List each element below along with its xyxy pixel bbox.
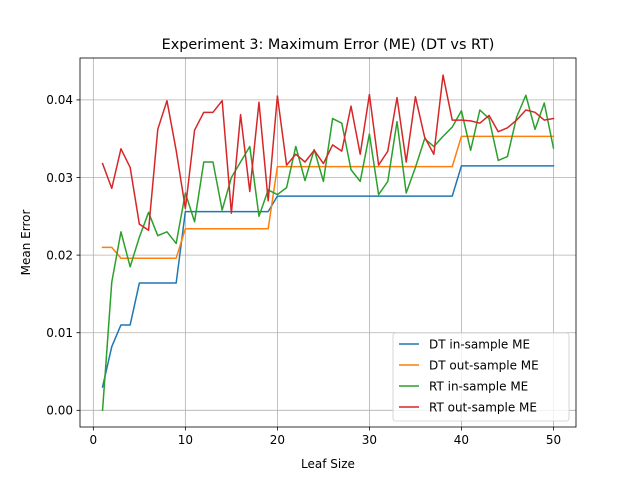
y-tick-label: 0.02 xyxy=(46,248,73,262)
legend: DT in-sample ME DT out-sample ME RT in-sam… xyxy=(392,332,570,422)
x-tick-label: 40 xyxy=(454,433,469,447)
chart-title: Experiment 3: Maximum Error (ME) (DT vs … xyxy=(162,37,495,53)
series-line-4 xyxy=(101,74,555,232)
series-line-1 xyxy=(101,165,555,388)
x-tick-label: 0 xyxy=(90,433,98,447)
x-axis: 0 10 20 30 40 50 xyxy=(90,427,561,447)
legend-label-3: RT in-sample ME xyxy=(429,379,528,393)
x-tick-label: 50 xyxy=(546,433,561,447)
legend-box xyxy=(392,332,570,422)
legend-label-1: DT in-sample ME xyxy=(429,337,530,351)
grid xyxy=(80,58,576,427)
y-tick-label: 0.01 xyxy=(46,326,73,340)
y-axis: 0.00 0.01 0.02 0.03 0.04 xyxy=(46,93,80,418)
x-tick-label: 10 xyxy=(178,433,193,447)
x-axis-label: Leaf Size xyxy=(301,457,355,471)
y-tick-label: 0.03 xyxy=(46,171,73,185)
legend-label-2: DT out-sample ME xyxy=(429,358,539,372)
x-tick-label: 30 xyxy=(362,433,377,447)
series-group xyxy=(101,74,555,412)
plot-frame xyxy=(79,57,577,428)
series-line-2 xyxy=(101,135,555,259)
legend-label-4: RT out-sample ME xyxy=(429,400,537,414)
series-line-3 xyxy=(101,94,555,412)
y-tick-label: 0.00 xyxy=(46,404,73,418)
y-axis-label: Mean Error xyxy=(19,210,33,276)
x-tick-label: 20 xyxy=(270,433,285,447)
y-tick-label: 0.04 xyxy=(46,93,73,107)
